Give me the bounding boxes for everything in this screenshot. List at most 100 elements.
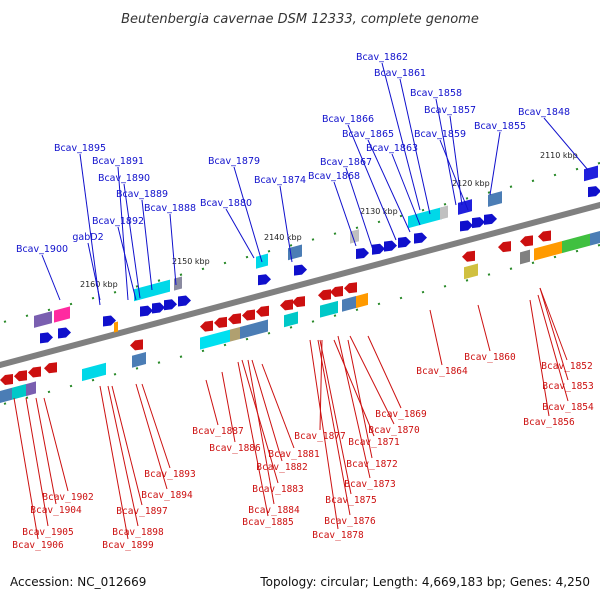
reverse-leader-line bbox=[539, 287, 568, 361]
forward-gene-label: Bcav_1891 bbox=[92, 156, 144, 167]
reverse-gene-arrow bbox=[214, 316, 227, 328]
reverse-feature-block bbox=[520, 249, 530, 265]
forward-gene-label: Bcav_1892 bbox=[92, 216, 144, 227]
tick-dash bbox=[487, 191, 491, 194]
forward-gene-label: Bcav_1867 bbox=[320, 157, 372, 168]
reverse-gene-label: Bcav_1902 bbox=[42, 492, 93, 503]
forward-leader-line bbox=[367, 139, 411, 233]
reverse-gene-label: Bcav_1871 bbox=[348, 437, 400, 448]
forward-gene-label: Bcav_1895 bbox=[54, 143, 106, 154]
reverse-gene-arrow bbox=[228, 313, 241, 325]
reverse-gene-label: Bcav_1856 bbox=[523, 417, 575, 428]
tick-dash bbox=[25, 314, 29, 318]
forward-gene-arrow bbox=[152, 302, 165, 314]
forward-leader-line bbox=[141, 199, 153, 291]
tick-dash bbox=[201, 349, 205, 353]
reverse-gene-label: Bcav_1885 bbox=[242, 517, 293, 528]
reverse-leader-line bbox=[261, 363, 295, 449]
tick-dash bbox=[531, 179, 535, 183]
reverse-gene-arrow bbox=[344, 282, 357, 294]
reverse-gene-label: Bcav_1904 bbox=[30, 505, 82, 516]
reverse-leader-line bbox=[237, 361, 269, 517]
reverse-leader-line bbox=[319, 339, 323, 431]
reverse-gene-label: Bcav_1860 bbox=[464, 352, 516, 363]
reverse-leader-line bbox=[13, 397, 39, 540]
tick-dash bbox=[355, 308, 359, 312]
reverse-gene-label: Bcav_1884 bbox=[248, 505, 300, 516]
kbp-tick-label: 2140 kbp bbox=[264, 233, 302, 242]
forward-feature-block bbox=[34, 311, 52, 328]
forward-feature-block bbox=[54, 306, 70, 323]
reverse-leader-line bbox=[43, 397, 69, 492]
forward-leader-line bbox=[345, 167, 375, 254]
reverse-leader-line bbox=[111, 385, 143, 506]
forward-gene-arrow bbox=[460, 220, 473, 232]
reverse-leader-line bbox=[247, 359, 275, 505]
reverse-gene-label: Bcav_1876 bbox=[324, 516, 376, 527]
reverse-leader-line bbox=[317, 339, 351, 516]
genome-summary: Topology: circular; Length: 4,669,183 bp… bbox=[259, 575, 590, 589]
tick-dash bbox=[157, 361, 161, 364]
forward-leader-line bbox=[117, 226, 137, 301]
forward-leader-line bbox=[233, 166, 263, 263]
tick-dash bbox=[91, 296, 95, 300]
tick-dash bbox=[399, 296, 403, 300]
tick-dash bbox=[223, 343, 227, 347]
reverse-feature-block bbox=[200, 329, 230, 350]
reverse-feature-block bbox=[320, 300, 338, 318]
forward-feature-block bbox=[114, 321, 118, 333]
forward-gene-label: Bcav_1890 bbox=[98, 173, 150, 184]
tick-dash bbox=[201, 267, 205, 271]
forward-gene-label: Bcav_1857 bbox=[424, 105, 476, 116]
reverse-leader-line bbox=[333, 339, 375, 437]
tick-dash bbox=[113, 373, 117, 376]
forward-leader-line bbox=[489, 131, 501, 196]
reverse-gene-arrow bbox=[462, 250, 475, 262]
tick-dash bbox=[531, 261, 535, 265]
forward-feature-block bbox=[488, 191, 502, 207]
tick-dash bbox=[421, 208, 425, 212]
reverse-feature-block bbox=[356, 292, 368, 309]
tick-dash bbox=[245, 337, 249, 341]
reverse-gene-label: Bcav_1872 bbox=[346, 459, 397, 470]
reverse-gene-label: Bcav_1854 bbox=[542, 402, 594, 413]
reverse-leader-line bbox=[337, 335, 371, 479]
reverse-feature-block bbox=[284, 311, 298, 328]
reverse-gene-label: Bcav_1870 bbox=[368, 425, 420, 436]
tick-dash bbox=[311, 238, 315, 241]
reverse-gene-arrow bbox=[292, 296, 305, 308]
forward-gene-label: Bcav_1862 bbox=[356, 52, 408, 63]
reverse-leader-line bbox=[135, 383, 168, 490]
kbp-ticks: 2110 kbp 2120 kbp 2130 kbp 2140 kbp 2150 kbp… bbox=[80, 151, 578, 289]
forward-gene-label: Bcav_1880 bbox=[200, 198, 252, 209]
forward-gene-label: Bcav_1888 bbox=[144, 203, 196, 214]
reverse-feature-block bbox=[0, 387, 12, 403]
reverse-feature-block bbox=[12, 384, 26, 400]
forward-gene-arrow bbox=[258, 274, 271, 286]
forward-gene-arrow bbox=[140, 305, 153, 317]
reverse-gene-label: Bcav_1875 bbox=[325, 495, 376, 506]
forward-gene-arrow bbox=[58, 327, 71, 339]
tick-dash bbox=[311, 320, 315, 323]
reverse-gene-arrow bbox=[498, 241, 511, 253]
reverse-leader-line bbox=[99, 385, 129, 540]
reverse-gene-label: Bcav_1894 bbox=[141, 490, 193, 501]
tick-dash bbox=[487, 273, 491, 276]
reverse-gene-label: Bcav_1864 bbox=[416, 366, 468, 377]
reverse-gene-label: Bcav_1897 bbox=[116, 506, 167, 517]
reverse-gene-label: Bcav_1898 bbox=[112, 527, 164, 538]
tick-dash bbox=[245, 255, 249, 259]
forward-gene-arrow bbox=[40, 332, 53, 344]
forward-gene-arrow bbox=[372, 243, 385, 255]
forward-gene-labels: Bcav_1862 Bcav_1861 Bcav_1858 Bcav_1857 Bcav… bbox=[16, 52, 589, 306]
reverse-gene-label: Bcav_1882 bbox=[256, 462, 307, 473]
reverse-gene-arrow bbox=[318, 289, 331, 301]
reverse-gene-arrow bbox=[44, 362, 57, 374]
reverse-gene-label: Bcav_1887 bbox=[192, 426, 243, 437]
forward-gene-arrow bbox=[103, 315, 116, 327]
tick-dash bbox=[443, 285, 447, 288]
tick-dash bbox=[267, 331, 271, 335]
reverse-leader-line bbox=[251, 359, 283, 462]
forward-gene-label: Bcav_1868 bbox=[308, 171, 360, 182]
tick-dash bbox=[69, 384, 73, 388]
